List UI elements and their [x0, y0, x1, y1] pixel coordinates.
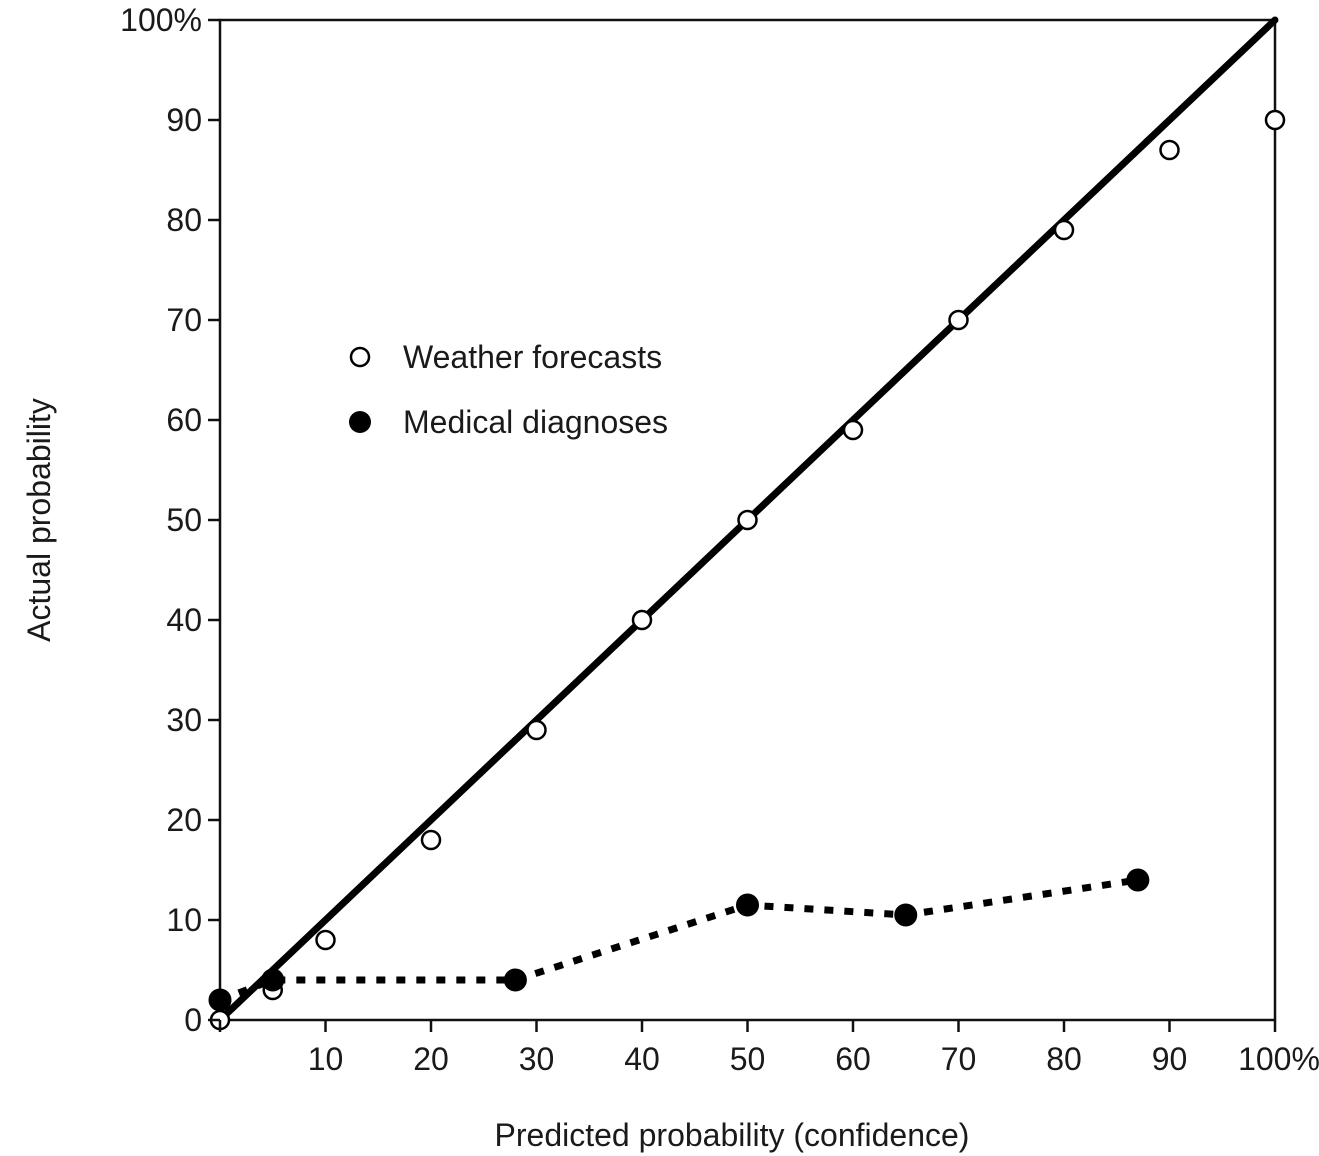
x-tick-label: 50	[730, 1041, 766, 1077]
x-tick-label: 90	[1152, 1041, 1188, 1077]
weather-forecasts-point	[842, 419, 864, 441]
y-tick-label: 90	[166, 102, 202, 138]
y-tick-label: 10	[166, 902, 202, 938]
medical-diagnoses-line	[218, 876, 1139, 1004]
x-tick-label: 60	[835, 1041, 871, 1077]
x-tick-label: 100%	[1238, 1041, 1319, 1077]
legend-weather-forecasts-label: Weather forecasts	[403, 339, 662, 375]
x-axis-label: Predicted probability (confidence)	[495, 1117, 970, 1153]
weather-forecasts-point	[948, 309, 969, 331]
weather-forecasts-point	[737, 509, 758, 531]
medical-diagnoses-point	[208, 988, 232, 1012]
y-tick-label: 100%	[120, 2, 202, 38]
weather-forecasts-point	[1264, 109, 1286, 131]
medical-diagnoses-point	[736, 893, 759, 917]
y-tick-label: 30	[166, 702, 202, 738]
x-tick-label: 80	[1046, 1041, 1082, 1077]
legend-medical-diagnoses-label: Medical diagnoses	[403, 404, 668, 440]
y-tick-label: 20	[166, 802, 202, 838]
x-tick-label: 30	[519, 1041, 555, 1077]
medical-diagnoses-point	[1126, 868, 1150, 892]
weather-forecasts-point	[1053, 219, 1075, 241]
y-tick-label: 70	[166, 302, 202, 338]
weather-forecasts-point	[526, 719, 547, 741]
y-tick-label: 40	[166, 602, 202, 638]
y-tick-label: 60	[166, 402, 202, 438]
x-tick-label: 10	[308, 1041, 344, 1077]
x-tick-label: 20	[413, 1041, 449, 1077]
medical-diagnoses-point	[503, 968, 527, 992]
weather-forecasts-point	[420, 829, 442, 851]
weather-forecasts-point	[1159, 139, 1180, 161]
legend-medical-diagnoses-marker	[349, 411, 371, 433]
y-tick-label: 50	[166, 502, 202, 538]
x-tick-label: 70	[941, 1041, 977, 1077]
weather-forecasts-point	[631, 609, 653, 631]
x-tick-label: 40	[624, 1041, 660, 1077]
weather-forecasts-point	[315, 929, 336, 951]
y-axis-label: Actual probability	[21, 398, 57, 642]
legend-weather-forecasts-marker	[349, 346, 371, 368]
medical-diagnoses-point	[261, 968, 285, 992]
y-tick-label: 0	[184, 1002, 202, 1038]
medical-diagnoses-point	[894, 903, 918, 927]
y-tick-label: 80	[166, 202, 202, 238]
